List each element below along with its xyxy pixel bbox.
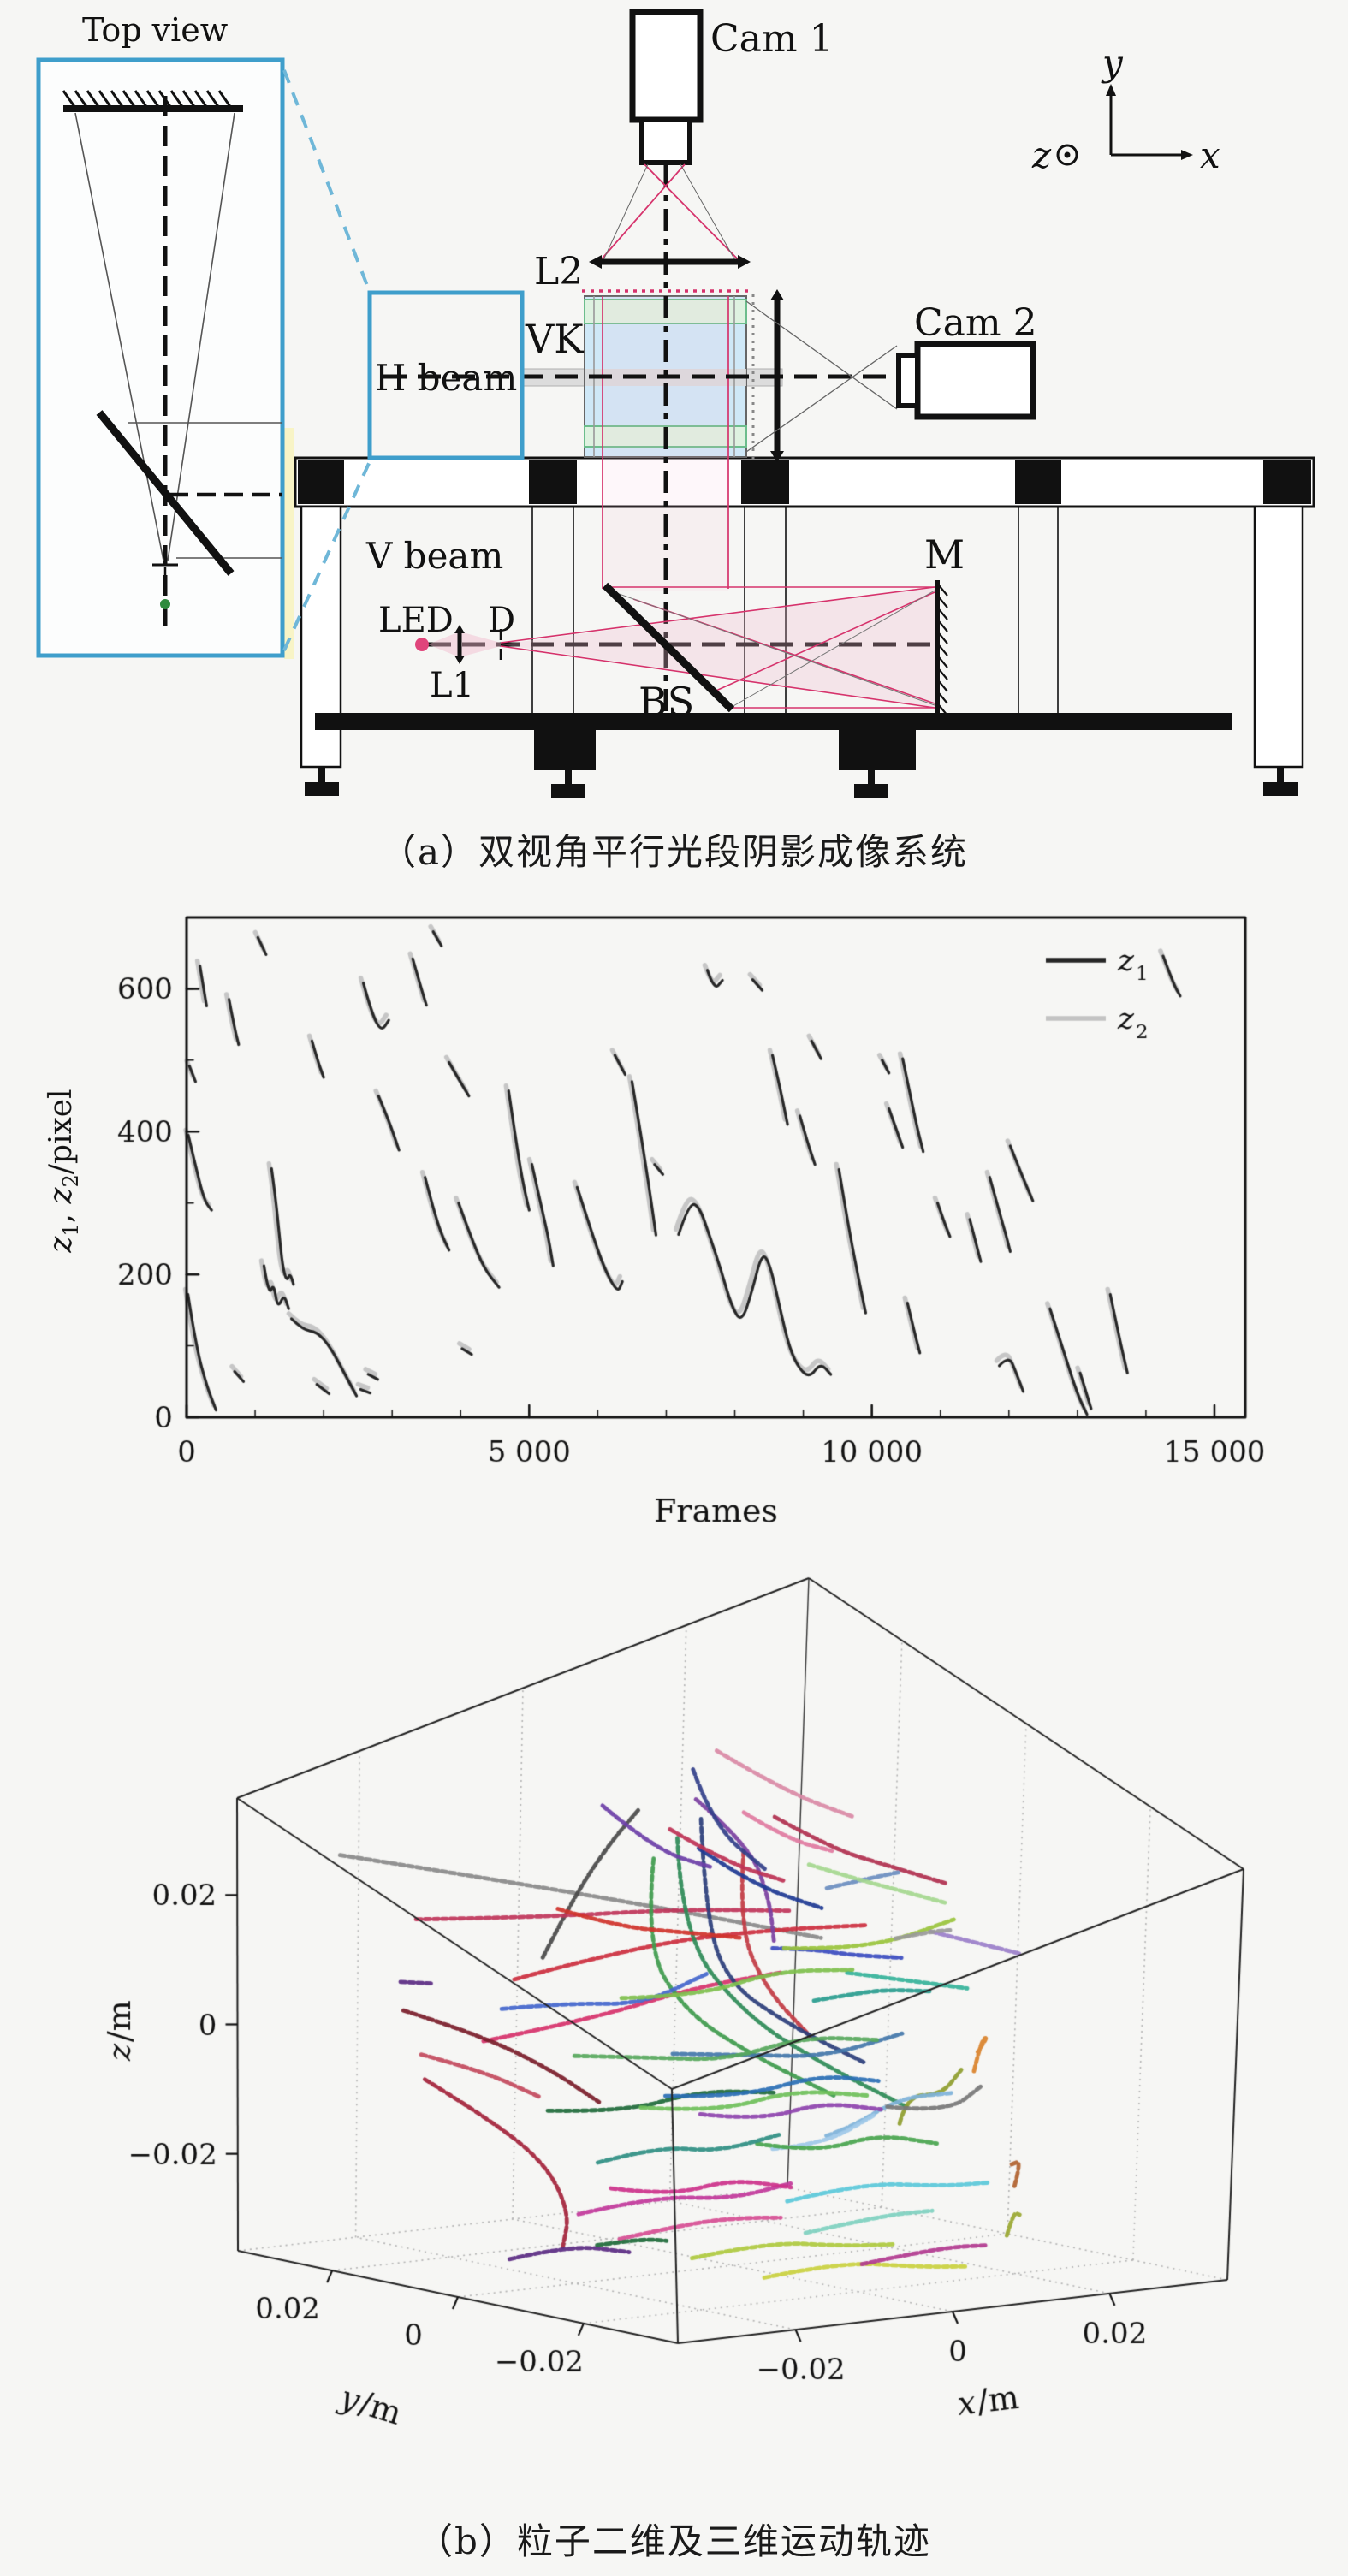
beamsplitter xyxy=(602,582,735,713)
bench-right-leg xyxy=(1253,505,1304,769)
cone-ray-left xyxy=(74,112,164,561)
l1-lens-symbol xyxy=(454,625,465,664)
cam1-label: Cam 1 xyxy=(710,17,834,61)
x-axis-letter: x xyxy=(1200,134,1220,176)
l2-label: L2 xyxy=(534,250,583,294)
m-label: M xyxy=(924,531,965,578)
vk-label: VK xyxy=(525,316,585,362)
bench-clamps xyxy=(298,460,1311,798)
optical-bench xyxy=(294,456,1315,798)
caption-b: （b）粒子二维及三维运动轨迹 xyxy=(417,2520,931,2562)
led-source xyxy=(415,638,429,651)
v-beam-optics xyxy=(415,580,948,716)
pink-rays xyxy=(500,586,935,709)
tracks-2d-chart xyxy=(0,890,1348,1540)
top-view-label: Top view xyxy=(82,11,229,49)
cam1-rays-pink xyxy=(598,163,741,263)
focus-dot xyxy=(160,599,170,609)
z-axis-letter: z xyxy=(1031,134,1052,176)
aperture-label: D xyxy=(488,601,515,640)
top-view-mirror-diagonal xyxy=(96,410,235,576)
d-to-m-cone xyxy=(501,587,935,708)
zoom-connectors xyxy=(282,69,372,651)
mirror-m xyxy=(935,580,948,716)
pale-strip xyxy=(284,428,294,659)
l1-label: L1 xyxy=(430,666,474,705)
cam2-lens xyxy=(896,353,920,408)
h-beam-box xyxy=(367,290,525,460)
cam1-rays-gray xyxy=(602,163,737,263)
led-cone xyxy=(428,632,460,657)
led-label: LED xyxy=(378,601,454,640)
bench-posts xyxy=(531,507,1059,713)
caption-a: （a）双视角平行光段阴影成像系统 xyxy=(379,831,969,873)
cam2-body xyxy=(914,341,1036,420)
cam1 xyxy=(598,9,741,263)
z-axis-out-of-page-icon xyxy=(1056,144,1078,166)
cam2-rays xyxy=(745,300,898,453)
v-beam-label: V beam xyxy=(365,535,503,577)
cam2-label: Cam 2 xyxy=(914,301,1037,345)
apparatus-diagram: Top view Cam 1 Cam 2 L2 VK H beam V beam… xyxy=(36,9,1315,798)
l1-cone xyxy=(460,632,501,657)
bs-label: BS xyxy=(638,679,694,725)
y-axis-label-2d: z1, z2/pixel xyxy=(43,1089,84,1253)
cam1-body xyxy=(629,9,704,123)
cam1-lens xyxy=(639,117,692,165)
trajectories-3d-chart xyxy=(0,1540,1348,2525)
cam2 xyxy=(896,341,1036,420)
y-axis-letter: y xyxy=(1101,42,1124,84)
l2-lens xyxy=(589,255,751,269)
top-mirror-hatch xyxy=(62,90,233,109)
lower-rail xyxy=(315,713,1232,730)
top-view-box xyxy=(36,57,285,658)
coordinate-axes xyxy=(1056,84,1193,166)
h-beam-label: H beam xyxy=(375,357,518,399)
gray-rays xyxy=(609,590,935,708)
cone-ray-right xyxy=(167,112,235,561)
top-view-inset xyxy=(36,57,285,658)
